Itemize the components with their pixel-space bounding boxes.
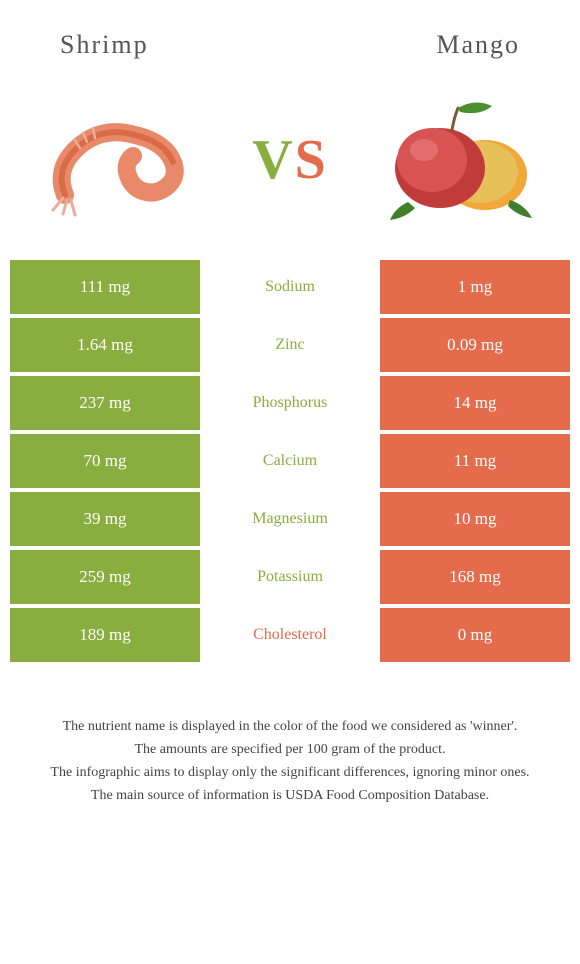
nutrient-right-value: 1 mg [380,260,570,314]
nutrient-left-value: 111 mg [10,260,200,314]
nutrient-left-value: 237 mg [10,376,200,430]
vs-v-letter: V [252,129,294,191]
nutrient-left-value: 259 mg [10,550,200,604]
vs-label: VS [252,128,328,192]
nutrient-right-value: 11 mg [380,434,570,488]
shrimp-image [40,90,200,230]
nutrient-table: 111 mgSodium1 mg1.64 mgZinc0.09 mg237 mg… [10,260,570,662]
nutrient-label: Magnesium [200,492,380,546]
nutrient-label: Sodium [200,260,380,314]
nutrient-right-value: 0 mg [380,608,570,662]
nutrient-left-value: 1.64 mg [10,318,200,372]
mango-image [380,90,540,230]
hero-row: VS [0,70,580,260]
nutrient-label: Phosphorus [200,376,380,430]
footnote-line: The amounts are specified per 100 gram o… [30,739,550,760]
nutrient-row: 70 mgCalcium11 mg [10,434,570,488]
nutrient-row: 237 mgPhosphorus14 mg [10,376,570,430]
vs-s-letter: S [295,129,328,191]
footnotes: The nutrient name is displayed in the co… [0,666,580,828]
food-right-title: Mango [436,30,520,60]
nutrient-right-value: 168 mg [380,550,570,604]
nutrient-row: 111 mgSodium1 mg [10,260,570,314]
nutrient-label: Cholesterol [200,608,380,662]
footnote-line: The infographic aims to display only the… [30,762,550,783]
nutrient-left-value: 189 mg [10,608,200,662]
nutrient-row: 39 mgMagnesium10 mg [10,492,570,546]
nutrient-right-value: 0.09 mg [380,318,570,372]
nutrient-label: Potassium [200,550,380,604]
nutrient-label: Zinc [200,318,380,372]
header: Shrimp Mango [0,0,580,70]
nutrient-left-value: 70 mg [10,434,200,488]
nutrient-left-value: 39 mg [10,492,200,546]
nutrient-row: 1.64 mgZinc0.09 mg [10,318,570,372]
footnote-line: The nutrient name is displayed in the co… [30,716,550,737]
nutrient-right-value: 14 mg [380,376,570,430]
nutrient-row: 189 mgCholesterol0 mg [10,608,570,662]
nutrient-label: Calcium [200,434,380,488]
nutrient-right-value: 10 mg [380,492,570,546]
nutrient-row: 259 mgPotassium168 mg [10,550,570,604]
food-left-title: Shrimp [60,30,149,60]
footnote-line: The main source of information is USDA F… [30,785,550,806]
